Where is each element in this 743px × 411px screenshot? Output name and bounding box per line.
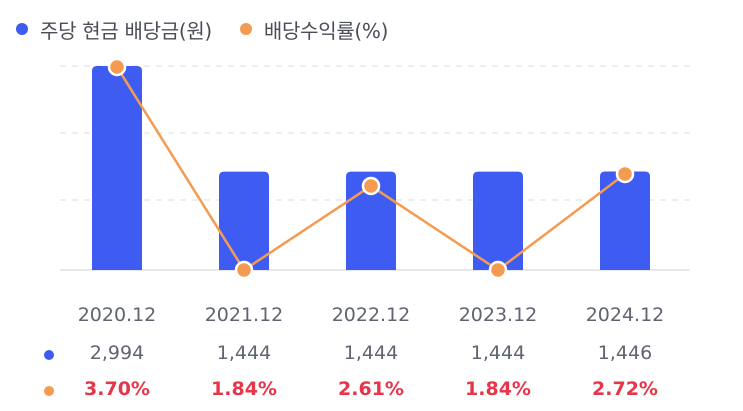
yield-value-row: 3.70% 1.84% 2.61% 1.84% 2.72% — [0, 376, 743, 406]
legend-label-dividend: 주당 현금 배당금(원) — [40, 18, 212, 43]
yield-value: 3.70% — [84, 378, 150, 400]
legend-dot-yield — [239, 23, 252, 35]
x-tick-label: 2023.12 — [458, 304, 538, 326]
bar-dividend — [600, 171, 650, 270]
bar-dividend — [473, 171, 523, 270]
x-axis-labels: 2020.12 2021.12 2022.12 2023.12 2024.12 — [0, 302, 743, 332]
yield-value: 2.61% — [338, 378, 404, 400]
legend-item-yield[interactable]: 배당수익률(%) — [239, 15, 389, 44]
bar-dividend — [346, 171, 396, 270]
yield-point — [361, 176, 381, 196]
yield-point — [488, 260, 508, 280]
yield-row-dot — [44, 386, 54, 396]
dividend-value: 1,446 — [597, 342, 653, 364]
dividend-value: 1,444 — [216, 342, 272, 364]
yield-value: 1.84% — [465, 378, 531, 400]
dividend-value: 2,994 — [89, 342, 145, 364]
dividend-chart — [60, 57, 690, 280]
bar-dividend — [219, 171, 269, 270]
legend-item-dividend[interactable]: 주당 현금 배당금(원) — [16, 15, 212, 44]
yield-point — [107, 57, 127, 77]
yield-point — [615, 164, 635, 184]
dividend-value-row: 2,994 1,444 1,444 1,444 1,446 — [0, 340, 743, 370]
legend: 주당 현금 배당금(원) 배당수익률(%) — [16, 12, 416, 46]
dividend-value: 1,444 — [470, 342, 526, 364]
yield-point — [234, 260, 254, 280]
bar-dividend — [92, 66, 142, 270]
x-tick-label: 2021.12 — [204, 304, 284, 326]
dividend-value: 1,444 — [343, 342, 399, 364]
yield-value: 2.72% — [592, 378, 658, 400]
dividend-row-dot — [44, 350, 54, 360]
x-tick-label: 2022.12 — [331, 304, 411, 326]
yield-value: 1.84% — [211, 378, 277, 400]
x-tick-label: 2020.12 — [77, 304, 157, 326]
legend-label-yield: 배당수익률(%) — [263, 18, 389, 43]
legend-dot-dividend — [16, 23, 28, 35]
x-tick-label: 2024.12 — [585, 304, 665, 326]
